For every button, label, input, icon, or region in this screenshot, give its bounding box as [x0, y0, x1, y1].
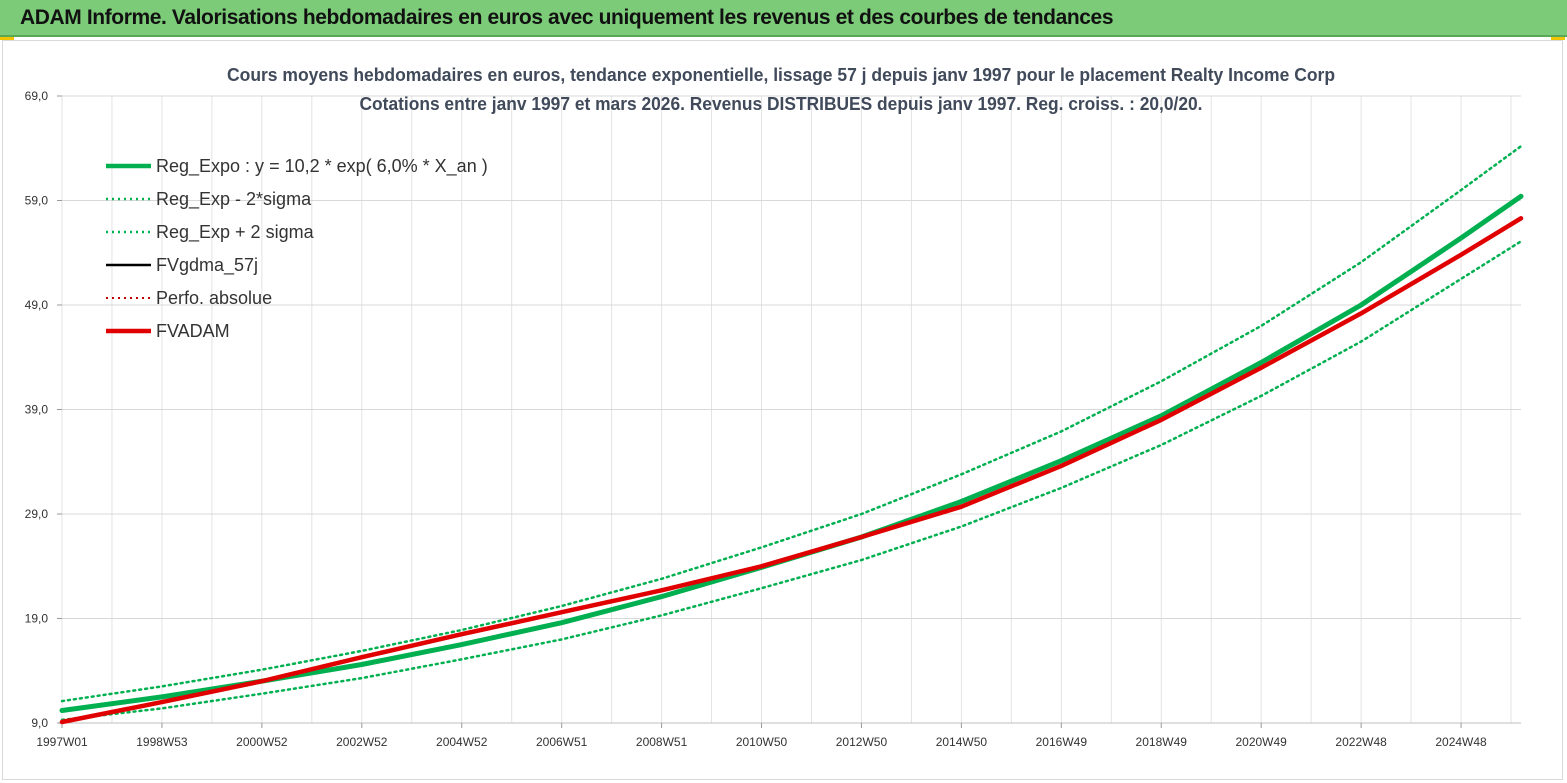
chart-subtitle: Cotations entre janv 1997 et mars 2026. … [360, 94, 1203, 114]
x-tick-label: 2008W51 [636, 735, 688, 749]
line-chart: 9,0 19,0 29,0 39,0 49,0 59,0 69,0 1997W01 1998W5… [25, 65, 1524, 749]
x-tick-label: 1997W01 [36, 735, 88, 749]
legend-label: FVgdma_57j [156, 255, 258, 276]
y-tick-label: 19,0 [25, 612, 49, 626]
series-line-1 [60, 240, 1523, 722]
chart-area: 9,0 19,0 29,0 39,0 49,0 59,0 69,0 1997W01 1998W5… [2, 40, 1563, 780]
report-banner: ADAM Informe. Valorisations hebdomadaire… [0, 0, 1567, 37]
x-tick-label: 2012W50 [836, 735, 888, 749]
y-tick-label: 39,0 [25, 403, 49, 417]
chart-title: Cours moyens hebdomadaires en euros, ten… [227, 65, 1335, 85]
series-line-4 [61, 217, 1522, 723]
axis-labels: 9,0 19,0 29,0 39,0 49,0 59,0 69,0 1997W01 1998W5… [25, 89, 1487, 749]
accent-mark-right [1551, 37, 1565, 40]
x-tick-label: 2022W48 [1335, 735, 1387, 749]
series-lines [59, 144, 1524, 725]
y-tick-label: 69,0 [25, 89, 49, 103]
series-line-2 [60, 144, 1523, 703]
series-line-5 [59, 216, 1524, 725]
grid-lines [57, 95, 1521, 728]
x-tick-label: 2000W52 [236, 735, 288, 749]
legend-label: Reg_Exp + 2 sigma [156, 222, 315, 243]
y-tick-label: 9,0 [31, 716, 48, 730]
legend-label: FVADAM [156, 321, 230, 341]
report-title: ADAM Informe. Valorisations hebdomadaire… [20, 6, 1114, 29]
legend-label: Perfo. absolue [156, 288, 272, 308]
accent-mark-left [0, 37, 14, 40]
y-tick-label: 59,0 [25, 194, 49, 208]
legend-label: Reg_Expo : y = 10,2 * exp( 6,0% * X_an ) [156, 156, 488, 177]
chart-legend: Reg_Expo : y = 10,2 * exp( 6,0% * X_an )… [106, 156, 488, 341]
x-tick-label: 2016W49 [1036, 735, 1088, 749]
y-tick-label: 49,0 [25, 298, 49, 312]
x-tick-label: 2002W52 [336, 735, 388, 749]
x-tick-label: 2004W52 [436, 735, 488, 749]
legend-label: Reg_Exp - 2*sigma [156, 189, 312, 210]
x-tick-label: 2020W49 [1235, 735, 1287, 749]
series-line-0 [59, 193, 1524, 713]
series-line-3 [60, 217, 1523, 724]
x-tick-label: 2014W50 [936, 735, 988, 749]
x-tick-label: 2006W51 [536, 735, 588, 749]
x-tick-label: 1998W53 [136, 735, 188, 749]
x-tick-label: 2010W50 [736, 735, 788, 749]
y-tick-label: 29,0 [25, 507, 49, 521]
x-tick-label: 2024W48 [1435, 735, 1487, 749]
x-tick-label: 2018W49 [1136, 735, 1188, 749]
